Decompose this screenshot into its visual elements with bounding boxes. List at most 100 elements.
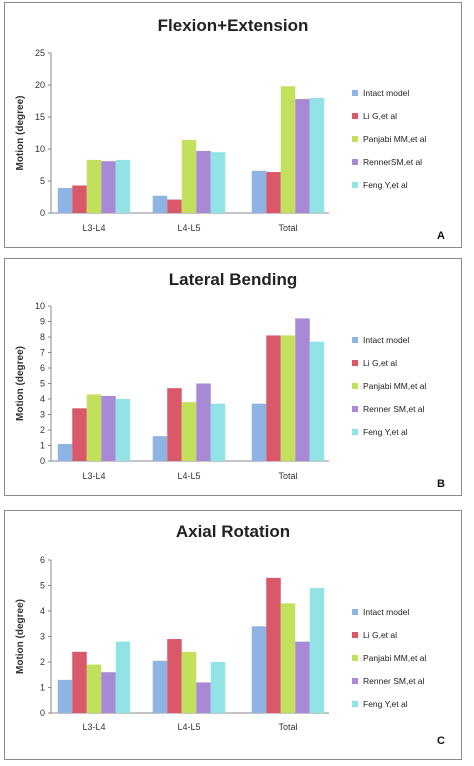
bar-a-2-4: [309, 97, 325, 213]
y-tick-label-b-10: 10: [35, 301, 45, 311]
bar-b-2-4: [309, 341, 325, 461]
y-tick-label-c-3: 3: [40, 632, 45, 642]
category-label-a-2: Total: [278, 223, 297, 233]
bar-c-1-0: [152, 660, 168, 713]
y-tick-label-b-0: 0: [40, 456, 45, 466]
category-label-a-0: L3-L4: [82, 223, 105, 233]
legend-label-b-3: Renner SM,et al: [363, 404, 425, 414]
y-tick-label-c-2: 2: [40, 657, 45, 667]
legend-swatch-a-4: [352, 182, 358, 188]
bar-a-0-2: [86, 159, 102, 213]
y-tick-label-b-6: 6: [40, 363, 45, 373]
bar-a-1-0: [152, 195, 168, 213]
category-label-b-1: L4-L5: [177, 471, 200, 481]
legend-swatch-c-2: [352, 655, 358, 661]
bar-b-0-3: [101, 395, 116, 461]
y-axis-label-a: Motion (degree): [15, 96, 26, 171]
bar-a-2-3: [295, 99, 310, 213]
category-label-c-0: L3-L4: [82, 722, 105, 732]
legend-label-a-0: Intact model: [363, 88, 409, 98]
legend-label-c-4: Feng Y,et al: [363, 699, 408, 709]
legend-label-b-2: Panjabi MM,et al: [363, 381, 426, 391]
legend-swatch-a-2: [352, 136, 358, 142]
bar-c-2-4: [309, 588, 325, 713]
category-label-c-2: Total: [278, 722, 297, 732]
bar-c-0-3: [101, 672, 116, 713]
bar-a-0-1: [72, 185, 87, 213]
bar-c-2-1: [266, 577, 281, 713]
y-tick-label-c-4: 4: [40, 606, 45, 616]
legend-label-a-3: RennerSM,et al: [363, 157, 422, 167]
y-tick-label-c-1: 1: [40, 683, 45, 693]
y-tick-label-b-2: 2: [40, 425, 45, 435]
bar-c-2-0: [251, 626, 267, 713]
y-tick-label-c-6: 6: [40, 555, 45, 565]
chart-title-c: Axial Rotation: [176, 522, 290, 541]
bar-a-0-0: [57, 188, 73, 213]
bar-a-0-4: [115, 159, 131, 213]
chart-title-b: Lateral Bending: [169, 270, 297, 289]
bar-c-1-1: [167, 639, 182, 713]
y-tick-label-a-0: 0: [40, 208, 45, 218]
legend-label-c-0: Intact model: [363, 607, 409, 617]
legend-label-b-1: Li G,et al: [363, 358, 397, 368]
bar-b-0-0: [57, 443, 73, 461]
y-axis-label-b: Motion (degree): [15, 346, 26, 421]
legend-label-a-4: Feng Y,et al: [363, 180, 408, 190]
y-tick-label-b-8: 8: [40, 332, 45, 342]
legend-label-a-1: Li G,et al: [363, 111, 397, 121]
legend-label-c-3: Renner SM,et al: [363, 676, 425, 686]
panel-letter-c: C: [437, 735, 445, 747]
y-tick-label-c-0: 0: [40, 708, 45, 718]
panel-letter-a: A: [437, 230, 445, 242]
bar-b-2-0: [251, 403, 267, 461]
bar-c-0-0: [57, 679, 73, 713]
legend-swatch-b-0: [352, 337, 358, 343]
bar-a-2-2: [280, 86, 296, 213]
bar-a-1-3: [196, 150, 211, 213]
bar-a-1-1: [167, 199, 182, 213]
y-tick-label-c-5: 5: [40, 581, 45, 591]
category-label-b-2: Total: [278, 471, 297, 481]
bar-a-0-3: [101, 161, 116, 213]
y-tick-label-a-2: 10: [35, 144, 45, 154]
bar-c-0-1: [72, 651, 87, 713]
chart-panel-b: Lateral Bending 0 1 2 3 4 5 6 7 8 9 10 Motion (degre…: [4, 258, 462, 496]
y-tick-label-b-4: 4: [40, 394, 45, 404]
chart-c: Axial Rotation 0 1 2 3 4 5 6 Motion (degree) L3-L…: [15, 522, 445, 747]
bar-c-0-4: [115, 641, 131, 713]
bar-c-1-4: [210, 662, 226, 713]
bar-b-1-4: [210, 403, 226, 461]
bar-c-2-2: [280, 603, 296, 713]
bar-b-0-1: [72, 408, 87, 461]
bar-a-2-0: [251, 170, 267, 213]
y-axis-label-c: Motion (degree): [15, 599, 26, 674]
y-tick-label-b-1: 1: [40, 441, 45, 451]
panel-letter-b: B: [437, 478, 445, 490]
legend-label-c-1: Li G,et al: [363, 630, 397, 640]
legend-swatch-b-3: [352, 406, 358, 412]
category-label-c-1: L4-L5: [177, 722, 200, 732]
legend-label-c-2: Panjabi MM,et al: [363, 653, 426, 663]
legend-swatch-c-3: [352, 678, 358, 684]
legend-swatch-a-3: [352, 159, 358, 165]
y-tick-label-b-9: 9: [40, 317, 45, 327]
y-tick-label-a-4: 20: [35, 80, 45, 90]
legend-swatch-c-1: [352, 632, 358, 638]
chart-panel-c: Axial Rotation 0 1 2 3 4 5 6 Motion (degree) L3-L…: [4, 510, 462, 760]
legend-swatch-a-0: [352, 90, 358, 96]
bar-c-0-2: [86, 664, 102, 713]
bar-b-1-3: [196, 383, 211, 461]
bar-a-1-2: [181, 140, 197, 213]
bar-c-1-3: [196, 682, 211, 713]
legend-swatch-c-0: [352, 609, 358, 615]
legend-swatch-a-1: [352, 113, 358, 119]
bar-c-1-2: [181, 651, 197, 713]
y-tick-label-b-5: 5: [40, 379, 45, 389]
y-tick-label-a-1: 5: [40, 176, 45, 186]
legend-label-a-2: Panjabi MM,et al: [363, 134, 426, 144]
bar-b-0-4: [115, 399, 131, 461]
bar-a-1-4: [210, 152, 226, 213]
bar-b-0-2: [86, 394, 102, 461]
bar-b-1-0: [152, 436, 168, 461]
